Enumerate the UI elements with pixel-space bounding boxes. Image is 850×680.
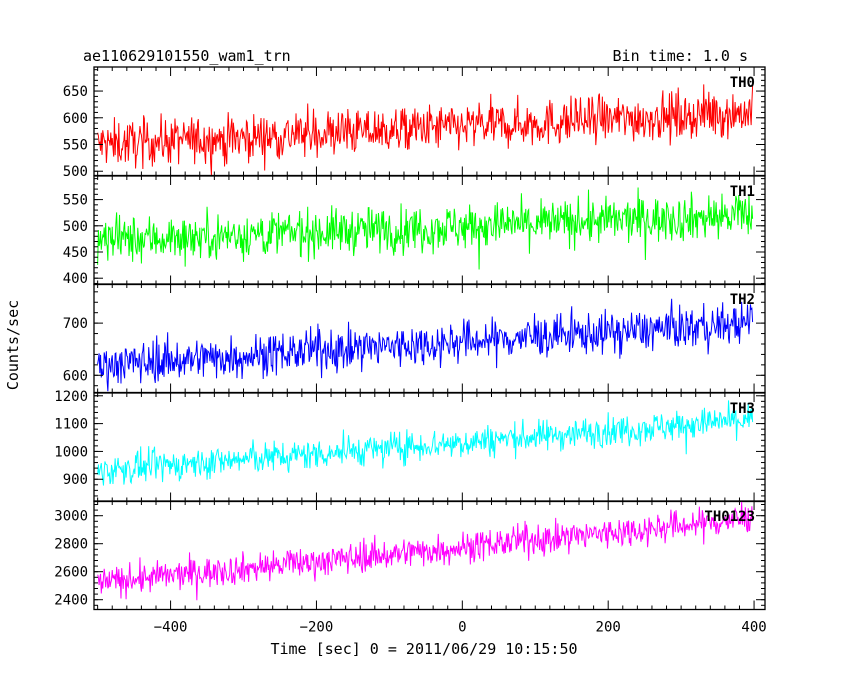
x-tick-label: −200: [300, 620, 334, 636]
panels-group: 500 550 600 650 TH0 400 450 500 550 TH1 600 700 TH2 9…: [54, 66, 767, 636]
x-tick-label: 0: [458, 620, 466, 636]
panel-frame: [93, 500, 766, 611]
panel-label-th0123: TH0123: [704, 509, 755, 525]
y-tick-label: 650: [63, 84, 88, 100]
y-tick-label: 550: [63, 193, 88, 209]
y-tick-label: 3000: [54, 509, 88, 525]
y-tick-label: 900: [63, 472, 88, 488]
y-tick-label: 550: [63, 138, 88, 154]
y-tick-label: 500: [63, 219, 88, 235]
y-tick-label: 2800: [54, 537, 88, 553]
bin-time-label: Bin time: 1.0 s: [613, 47, 748, 65]
x-tick-label: 400: [741, 620, 766, 636]
panel-frame: [93, 283, 766, 394]
series-line-th0123: [97, 501, 754, 601]
y-tick-label: 450: [63, 245, 88, 261]
y-tick-label: 1000: [54, 444, 88, 460]
y-tick-label: 400: [63, 271, 88, 287]
series-line-th0: [97, 84, 754, 176]
x-tick-label: 200: [596, 620, 621, 636]
panel-label-th3: TH3: [730, 401, 755, 417]
y-tick-label: 600: [63, 111, 88, 127]
x-axis-label: Time [sec] 0 = 2011/06/29 10:15:50: [270, 640, 577, 658]
panel-th1: 400 450 500 550 TH1: [63, 175, 766, 287]
panel-label-th0: TH0: [730, 75, 755, 91]
y-tick-label: 1200: [54, 389, 88, 405]
series-line-th2: [97, 298, 754, 392]
y-axis-label: Counts/sec: [4, 300, 22, 390]
series-line-th3: [97, 400, 754, 486]
panel-th0123: 2400 2600 2800 3000 TH0123: [54, 500, 766, 611]
panel-th0: 500 550 600 650 TH0: [63, 66, 766, 180]
panel-th2: 600 700 TH2: [63, 283, 766, 394]
chart-title: ae110629101550_wam1_trn: [83, 47, 291, 65]
panel-frame: [93, 175, 766, 286]
panel-frame: [93, 392, 766, 503]
y-tick-label: 700: [63, 316, 88, 332]
panel-label-th1: TH1: [730, 184, 755, 200]
x-tick-label: −400: [154, 620, 188, 636]
y-tick-label: 1100: [54, 417, 88, 433]
y-tick-label: 600: [63, 368, 88, 384]
y-tick-label: 2600: [54, 565, 88, 581]
panel-label-th2: TH2: [730, 292, 755, 308]
y-tick-label: 500: [63, 164, 88, 180]
y-tick-label: 2400: [54, 593, 88, 609]
series-line-th1: [97, 187, 754, 270]
panel-th3: 900 1000 1100 1200 TH3: [54, 389, 766, 503]
